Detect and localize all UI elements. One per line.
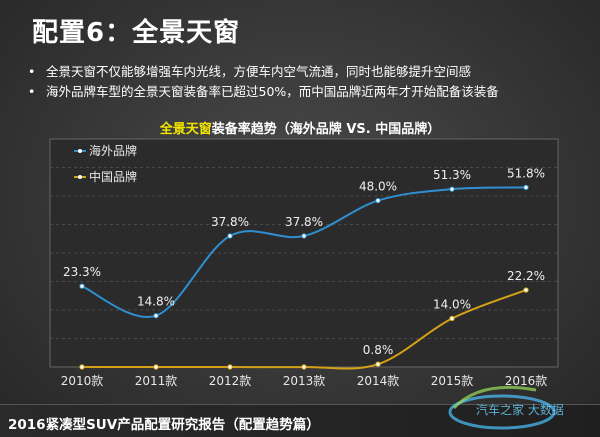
data-point — [375, 361, 381, 367]
data-point — [375, 197, 381, 204]
data-point — [153, 312, 159, 319]
bullet-list: • 全景天窗不仅能够增强车内光线，方便车内空气流通，同时也能够提升空间感 • 海… — [28, 62, 499, 102]
x-tick-label: 2011款 — [135, 374, 178, 388]
data-label: 51.3% — [433, 168, 471, 182]
x-tick-label: 2012款 — [209, 374, 252, 388]
data-label: 14.0% — [433, 297, 471, 311]
bullet-item: • 海外品牌车型的全景天窗装备率已超过50%，而中国品牌近两年才开始配备该装备 — [28, 82, 499, 102]
data-label: 22.2% — [507, 269, 545, 283]
data-point — [523, 287, 529, 293]
bullet-dot-icon: • — [28, 84, 36, 99]
data-point — [79, 364, 85, 370]
legend-marker — [78, 149, 82, 153]
data-label: 37.8% — [211, 215, 249, 229]
chart-title-rest: 装备率趋势（海外品牌 VS. 中国品牌） — [211, 122, 441, 137]
watermark-text: 汽车之家 大数据 — [476, 402, 564, 417]
data-label: 51.8% — [507, 166, 545, 180]
chart-title-highlight: 全景天窗 — [159, 122, 212, 137]
data-point — [523, 184, 529, 191]
bullet-text: 海外品牌车型的全景天窗装备率已超过50%，而中国品牌近两年才开始配备该装备 — [46, 84, 499, 99]
data-point — [449, 186, 455, 192]
data-point — [449, 315, 455, 322]
footer-bar: 2016紧凑型SUV产品配置研究报告（配置趋势篇） — [0, 404, 600, 437]
x-tick-label: 2016款 — [505, 374, 548, 388]
bullet-dot-icon: • — [28, 64, 36, 79]
data-label: 23.3% — [63, 265, 101, 279]
data-point — [301, 233, 307, 239]
legend-label: 海外品牌 — [89, 143, 137, 158]
legend-label: 中国品牌 — [89, 169, 137, 184]
data-label: 0.8% — [363, 343, 394, 357]
data-label: 14.8% — [137, 295, 175, 309]
footer-title: 2016紧凑型SUV产品配置研究报告（配置趋势篇） — [8, 417, 320, 433]
line-chart: 2010款 2011款 2012款 2013款 2014款 2015款 2016款 23.3%… — [49, 138, 559, 388]
x-tick-label: 2013款 — [283, 374, 326, 388]
data-point — [153, 364, 159, 370]
x-tick-label: 2015款 — [431, 374, 474, 388]
slide-title: 配置6：全景天窗 — [32, 18, 241, 48]
x-tick-label: 2010款 — [61, 374, 104, 388]
x-tick-label: 2014款 — [357, 374, 400, 388]
data-label: 48.0% — [359, 180, 397, 194]
data-point — [227, 364, 233, 370]
bullet-text: 全景天窗不仅能够增强车内光线，方便车内空气流通，同时也能够提升空间感 — [46, 64, 472, 79]
legend-marker — [78, 175, 82, 179]
chart-title: 全景天窗装备率趋势（海外品牌 VS. 中国品牌） — [0, 118, 600, 137]
autohome-logo-icon: 汽车之家 大数据 — [448, 385, 564, 430]
data-point — [227, 233, 233, 239]
data-point — [79, 283, 85, 289]
bullet-item: • 全景天窗不仅能够增强车内光线，方便车内空气流通，同时也能够提升空间感 — [28, 62, 499, 82]
data-label: 37.8% — [285, 215, 323, 229]
data-point — [301, 364, 307, 370]
